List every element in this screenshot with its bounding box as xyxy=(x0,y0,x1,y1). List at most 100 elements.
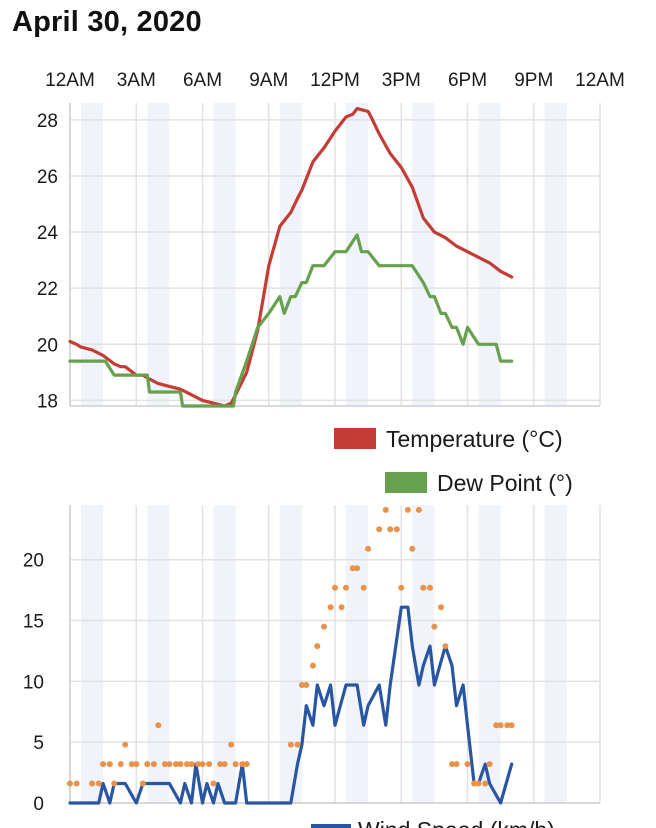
wind-gust-point xyxy=(117,761,124,768)
wind-gust-point xyxy=(343,584,349,591)
wind-gust-point xyxy=(195,761,202,768)
y-tick-label: 20 xyxy=(23,551,44,572)
y-tick-label: 20 xyxy=(37,335,58,356)
wind-gust-point xyxy=(398,584,405,591)
wind-gust-point xyxy=(173,761,179,768)
wind-gust-point xyxy=(243,761,250,768)
shade-band xyxy=(412,505,435,803)
wind-gust-point xyxy=(206,761,213,768)
wind-gust-point xyxy=(427,584,433,591)
wind-gust-point xyxy=(482,780,489,787)
y-tick-label: 5 xyxy=(33,733,44,754)
x-tick-label: 12AM xyxy=(575,70,625,91)
shade-band xyxy=(544,103,567,406)
wind-gust-point xyxy=(210,780,217,787)
wind-gust-point xyxy=(431,623,438,630)
wind-gust-point xyxy=(464,761,471,768)
wind-gust-point xyxy=(155,722,162,729)
wind-gust-point xyxy=(217,761,224,768)
shade-band xyxy=(544,505,567,803)
wind-gust-point xyxy=(166,761,173,768)
shade-band xyxy=(279,103,302,406)
legend-label-temperature: Temperature (°C) xyxy=(386,426,563,452)
wind-gust-point xyxy=(298,682,305,688)
wind-gust-point xyxy=(415,506,422,513)
wind-gust-point xyxy=(393,526,400,533)
wind-gust-point xyxy=(349,565,356,572)
y-tick-label: 10 xyxy=(23,672,44,693)
wind-gust-point xyxy=(365,545,372,552)
wind-gust-point xyxy=(327,604,334,611)
wind-gust-point xyxy=(287,741,294,748)
wind-gust-point xyxy=(122,741,129,748)
wind-gust-point xyxy=(188,761,195,768)
shade-band xyxy=(81,103,104,406)
wind-gust-point xyxy=(73,780,80,787)
wind-chart: 0 5 10 15 20 Wind Speed (km/h) xyxy=(23,505,601,828)
temperature-chart: 12AM 3AM 6AM 9AM 12PM 3PM 6PM 9PM 12AM 18 20 22 24 2… xyxy=(37,70,625,496)
y-tick-label: 26 xyxy=(37,167,58,188)
x-tick-label: 9PM xyxy=(514,70,553,91)
wind-gust-point xyxy=(144,761,151,768)
wind-gust-point xyxy=(309,662,316,669)
x-tick-label: 3AM xyxy=(117,70,156,91)
wind-gust-point xyxy=(111,780,118,787)
shade-band xyxy=(279,505,302,803)
wind-gust-point xyxy=(294,741,301,748)
legend-swatch-temperature xyxy=(334,428,376,449)
shade-band xyxy=(213,103,236,406)
wind-gust-point xyxy=(420,584,427,591)
wind-gust-point xyxy=(139,780,146,787)
wind-gust-point xyxy=(95,780,102,787)
shade-band xyxy=(478,505,501,803)
y-tick-label: 15 xyxy=(23,612,44,633)
wind-gust-point xyxy=(314,643,321,650)
wind-gust-point xyxy=(67,780,73,787)
wind-gust-point xyxy=(332,584,338,591)
wind-gust-point xyxy=(504,722,511,729)
wind-gust-point xyxy=(100,761,107,768)
wind-gust-point xyxy=(438,604,444,611)
shade-band xyxy=(81,505,104,803)
x-tick-label: 6AM xyxy=(183,70,222,91)
wind-gust-point xyxy=(338,604,345,611)
x-tick-label: 9AM xyxy=(249,70,288,91)
wind-gust-point xyxy=(106,761,113,768)
wind-gust-point xyxy=(376,526,383,533)
wind-gust-point xyxy=(177,761,184,768)
shade-band xyxy=(346,505,369,803)
shade-band xyxy=(213,505,236,803)
wind-gust-point xyxy=(354,565,361,572)
wind-gust-point xyxy=(89,780,96,787)
wind-gust-point xyxy=(497,722,504,729)
y-tick-label: 0 xyxy=(33,794,44,815)
wind-gust-point xyxy=(382,506,389,513)
page-title: April 30, 2020 xyxy=(12,6,202,38)
y-tick-label: 28 xyxy=(37,111,58,132)
legend-swatch-dew-point xyxy=(385,472,427,493)
wind-gust-point xyxy=(409,545,416,552)
shade-band xyxy=(147,505,170,803)
legend-swatch-wind-speed xyxy=(311,824,351,828)
y-tick-label: 18 xyxy=(37,391,58,412)
wind-gust-point xyxy=(184,761,190,768)
x-tick-label: 3PM xyxy=(382,70,421,91)
wind-gust-point xyxy=(486,761,493,768)
wind-gust-point xyxy=(508,722,515,729)
wind-gust-point xyxy=(162,761,168,768)
wind-gust-point xyxy=(133,761,140,768)
y-tick-label: 22 xyxy=(37,279,58,300)
legend-label-wind-speed: Wind Speed (km/h) xyxy=(358,817,555,828)
wind-gust-point xyxy=(453,761,460,768)
wind-gust-point xyxy=(360,584,367,591)
wind-gust-point xyxy=(150,761,157,768)
wind-gust-point xyxy=(232,761,239,768)
wind-gust-point xyxy=(387,526,394,533)
x-tick-label: 12PM xyxy=(310,70,360,91)
wind-gust-point xyxy=(239,761,246,768)
wind-gust-point xyxy=(471,780,478,787)
shade-band xyxy=(478,103,501,406)
wind-gust-point xyxy=(493,722,500,729)
wind-gust-point xyxy=(221,761,228,768)
